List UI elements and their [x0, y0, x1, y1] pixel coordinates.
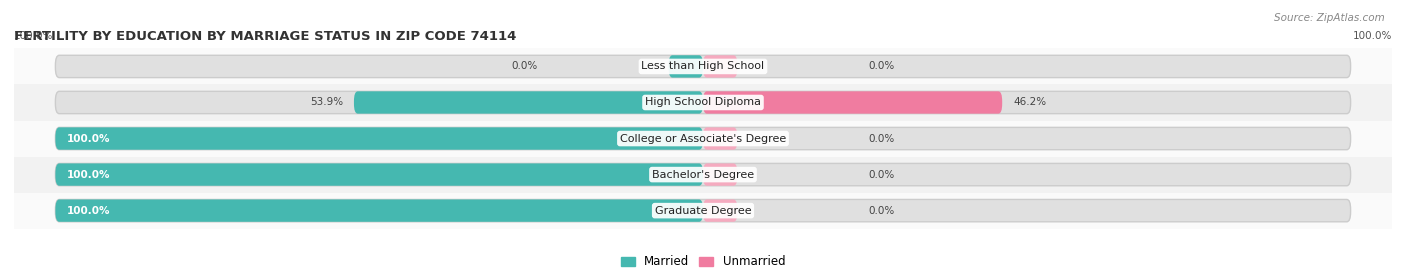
FancyBboxPatch shape: [703, 199, 738, 222]
Text: FERTILITY BY EDUCATION BY MARRIAGE STATUS IN ZIP CODE 74114: FERTILITY BY EDUCATION BY MARRIAGE STATU…: [14, 30, 516, 43]
Text: 100.0%: 100.0%: [66, 206, 110, 216]
FancyBboxPatch shape: [55, 127, 1351, 150]
FancyBboxPatch shape: [55, 127, 703, 150]
Text: High School Diploma: High School Diploma: [645, 97, 761, 108]
Text: Less than High School: Less than High School: [641, 61, 765, 72]
Text: 53.9%: 53.9%: [309, 97, 343, 108]
Text: 0.0%: 0.0%: [869, 206, 894, 216]
Text: 0.0%: 0.0%: [869, 61, 894, 72]
FancyBboxPatch shape: [14, 157, 1392, 193]
FancyBboxPatch shape: [55, 55, 1351, 78]
FancyBboxPatch shape: [55, 163, 1351, 186]
FancyBboxPatch shape: [14, 48, 1392, 84]
FancyBboxPatch shape: [703, 127, 738, 150]
FancyBboxPatch shape: [14, 84, 1392, 121]
Text: 0.0%: 0.0%: [512, 61, 537, 72]
Text: 100.0%: 100.0%: [66, 169, 110, 180]
FancyBboxPatch shape: [14, 193, 1392, 229]
FancyBboxPatch shape: [55, 199, 1351, 222]
Text: 0.0%: 0.0%: [869, 133, 894, 144]
Text: 0.0%: 0.0%: [869, 169, 894, 180]
FancyBboxPatch shape: [55, 163, 703, 186]
Text: Bachelor's Degree: Bachelor's Degree: [652, 169, 754, 180]
Text: 100.0%: 100.0%: [66, 133, 110, 144]
Text: 46.2%: 46.2%: [1014, 97, 1046, 108]
FancyBboxPatch shape: [55, 199, 703, 222]
Text: Source: ZipAtlas.com: Source: ZipAtlas.com: [1274, 13, 1385, 23]
FancyBboxPatch shape: [669, 55, 703, 78]
FancyBboxPatch shape: [703, 91, 1002, 114]
Text: College or Associate's Degree: College or Associate's Degree: [620, 133, 786, 144]
FancyBboxPatch shape: [703, 55, 738, 78]
FancyBboxPatch shape: [14, 121, 1392, 157]
Text: 100.0%: 100.0%: [14, 31, 53, 41]
Text: 100.0%: 100.0%: [1353, 31, 1392, 41]
Text: Graduate Degree: Graduate Degree: [655, 206, 751, 216]
FancyBboxPatch shape: [703, 163, 738, 186]
FancyBboxPatch shape: [55, 91, 1351, 114]
FancyBboxPatch shape: [354, 91, 703, 114]
Legend: Married, Unmarried: Married, Unmarried: [616, 251, 790, 269]
